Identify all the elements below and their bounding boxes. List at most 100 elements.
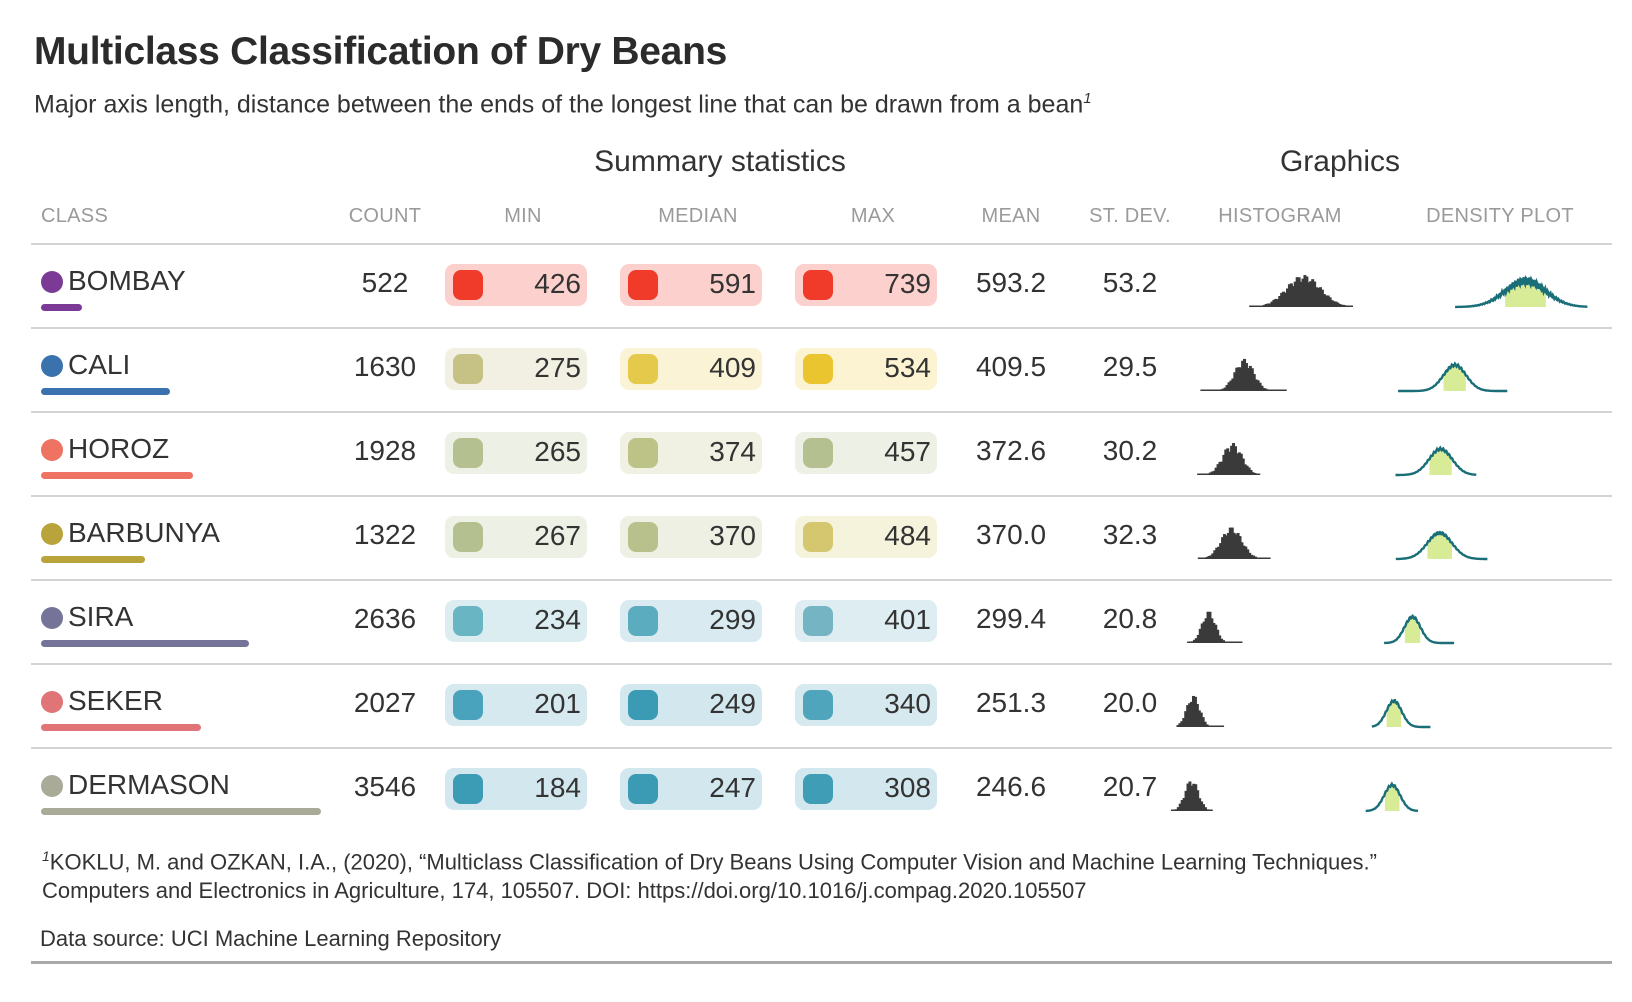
median-swatch [628, 690, 658, 720]
histogram-bin [1221, 388, 1225, 391]
histogram-bin [1217, 546, 1221, 559]
histogram-bin [1263, 557, 1267, 559]
histogram-bin [1303, 275, 1307, 307]
min-swatch [453, 774, 483, 804]
histogram-bin [1252, 374, 1256, 391]
histogram-bin [1280, 292, 1284, 307]
class-name: BARBUNYA [68, 517, 220, 548]
row-divider [31, 495, 1612, 497]
histogram-bin [1190, 701, 1194, 727]
median-swatch [628, 438, 658, 468]
histogram-bin [1242, 545, 1246, 559]
histogram-bin [1225, 641, 1229, 643]
max-swatch [803, 438, 833, 468]
histogram-bin [1205, 809, 1209, 811]
group-header-graphics: Graphics [1279, 145, 1401, 178]
histogram-bin [1227, 641, 1231, 643]
column-header-mean: MEAN [981, 205, 1041, 227]
histogram-bin [1318, 287, 1322, 307]
max-pill: 739 [795, 264, 937, 306]
row-divider [31, 327, 1612, 329]
histogram-bin [1334, 301, 1338, 307]
histogram-bin [1209, 555, 1213, 559]
min-swatch [453, 438, 483, 468]
histogram-bin [1200, 801, 1204, 811]
histogram-bin [1210, 471, 1214, 475]
histogram-bin [1205, 556, 1209, 559]
footnote-line-1: 1KOKLU, M. and OZKAN, I.A., (2020), “Mul… [42, 848, 1377, 875]
min-value: 201 [534, 688, 581, 719]
max-value: 457 [884, 436, 931, 467]
histogram-bin [1239, 641, 1243, 643]
histogram-bin [1210, 389, 1214, 391]
histogram-bin [1256, 380, 1260, 391]
min-pill: 275 [445, 348, 587, 390]
subtitle-footnote-mark: 1 [1083, 90, 1092, 107]
max-pill: 484 [795, 516, 937, 558]
count-value: 522 [361, 267, 409, 298]
histogram-bin [1223, 641, 1227, 643]
histogram-bin [1270, 389, 1274, 391]
histogram-bin [1264, 388, 1268, 391]
histogram-bin [1250, 554, 1254, 559]
class-name: HOROZ [68, 433, 170, 464]
histogram-bin [1235, 453, 1239, 475]
min-value: 267 [534, 520, 581, 551]
histogram-sparkline [1197, 443, 1261, 475]
class-color-dot [41, 523, 63, 545]
histogram-bin [1186, 783, 1190, 811]
histogram-bin [1260, 305, 1264, 307]
class-count-bar [41, 556, 145, 563]
max-value: 340 [884, 688, 931, 719]
histogram-bin [1244, 546, 1248, 559]
table-row: HOROZ 1928 265 374 457 372.6 30.2 [0, 413, 1632, 493]
density-fill [1404, 615, 1421, 643]
median-value: 409 [709, 352, 756, 383]
count-value: 1630 [353, 351, 417, 382]
histogram-bin [1230, 527, 1234, 559]
histogram-bin [1216, 464, 1220, 475]
histogram-bin [1264, 304, 1268, 307]
density-line [1365, 781, 1419, 813]
histogram-bin [1305, 276, 1309, 307]
count-value: 1928 [353, 435, 417, 466]
histogram-bin [1199, 473, 1203, 475]
histogram-bin [1209, 809, 1213, 811]
histogram-bin [1258, 382, 1262, 391]
class-color-dot [41, 271, 63, 293]
column-header-histogram: HISTOGRAM [1218, 205, 1342, 227]
histogram-bin [1268, 389, 1272, 391]
histogram-bin [1332, 301, 1336, 307]
histogram-bin [1218, 461, 1222, 475]
histogram-bin [1326, 295, 1330, 307]
histogram-bin [1219, 543, 1223, 559]
histogram-bin [1254, 305, 1258, 307]
histogram-bin [1223, 534, 1226, 559]
table-row: BOMBAY 522 426 591 739 593.2 53.2 [0, 245, 1632, 325]
histogram-bin [1202, 621, 1206, 643]
histogram-bin [1207, 556, 1211, 559]
histogram-bin [1239, 453, 1243, 475]
min-value: 426 [534, 268, 581, 299]
histogram-bin [1180, 721, 1184, 727]
histogram-bin [1274, 389, 1278, 391]
histogram-bin [1197, 710, 1201, 727]
histogram-bin [1198, 628, 1202, 643]
histogram-bin [1251, 472, 1255, 475]
histogram-bin [1315, 287, 1319, 307]
class-name: BOMBAY [68, 265, 186, 296]
histogram-bin [1194, 784, 1198, 811]
histogram-bin [1243, 358, 1247, 391]
histogram-bin [1211, 725, 1215, 727]
histogram-bin [1182, 717, 1186, 727]
histogram-bin [1260, 385, 1264, 391]
histogram-bin [1241, 458, 1245, 475]
histogram-bin [1254, 556, 1258, 559]
histogram-bin [1237, 452, 1241, 475]
row-divider [31, 663, 1612, 665]
histogram-bin [1255, 557, 1259, 559]
histogram-bin [1237, 641, 1241, 643]
column-header-sd: ST. DEV. [1089, 205, 1171, 227]
histogram-bin [1224, 535, 1228, 559]
density-sparkline [1395, 445, 1477, 477]
